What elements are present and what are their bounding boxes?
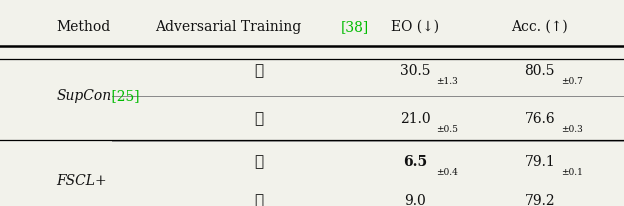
Text: ±0.5: ±0.5 bbox=[436, 125, 459, 134]
Text: ±0.4: ±0.4 bbox=[436, 167, 459, 177]
Text: ±0.7: ±0.7 bbox=[561, 77, 583, 86]
Text: ✓: ✓ bbox=[255, 112, 263, 126]
Text: [25]: [25] bbox=[107, 89, 140, 103]
Text: EO (↓): EO (↓) bbox=[391, 20, 439, 34]
Text: 79.1: 79.1 bbox=[524, 155, 555, 169]
Text: ✗: ✗ bbox=[255, 155, 263, 169]
Text: Acc. (↑): Acc. (↑) bbox=[512, 20, 568, 34]
Text: ±0.1: ±0.1 bbox=[561, 167, 583, 177]
Text: SupCon: SupCon bbox=[56, 89, 111, 103]
Text: 30.5: 30.5 bbox=[400, 64, 430, 78]
Text: 76.6: 76.6 bbox=[524, 112, 555, 126]
Text: 6.5: 6.5 bbox=[403, 155, 427, 169]
Text: ±1.3: ±1.3 bbox=[437, 77, 458, 86]
Text: Adversarial Training: Adversarial Training bbox=[155, 20, 306, 34]
Text: ✗: ✗ bbox=[255, 64, 263, 78]
Text: ✓: ✓ bbox=[255, 194, 263, 206]
Text: 80.5: 80.5 bbox=[525, 64, 555, 78]
Text: ±0.3: ±0.3 bbox=[562, 125, 583, 134]
Text: Method: Method bbox=[56, 20, 110, 34]
Text: [38]: [38] bbox=[340, 20, 369, 34]
Text: FSCL+: FSCL+ bbox=[56, 174, 107, 188]
Text: 21.0: 21.0 bbox=[399, 112, 431, 126]
Text: 79.2: 79.2 bbox=[524, 194, 555, 206]
Text: 9.0: 9.0 bbox=[404, 194, 426, 206]
